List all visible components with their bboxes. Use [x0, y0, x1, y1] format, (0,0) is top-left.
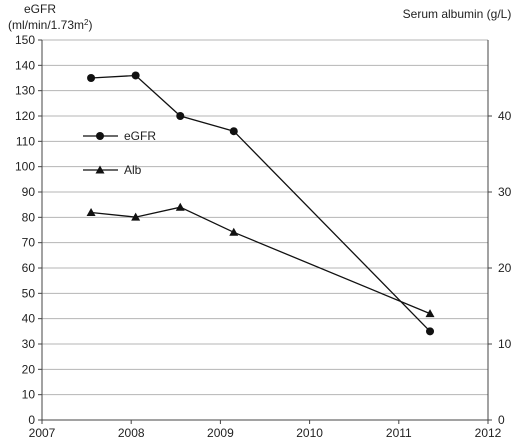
right-tick-label-40: 40: [498, 109, 512, 123]
left-axis-title-line1: eGFR: [24, 2, 56, 16]
left-tick-label-40: 40: [22, 312, 36, 326]
axes: [38, 39, 492, 424]
legend-alb-marker: [95, 165, 105, 174]
data-point-egfr-1: [131, 71, 140, 80]
tick-labels: 0 10 20 30 40 50 60 70 80 90 100 110 120 130 140 150 0 10…: [15, 33, 512, 440]
data-point-alb-3: [229, 227, 239, 236]
data-point-alb-0: [86, 208, 96, 217]
right-axis-title: Serum albumin (g/L): [403, 7, 512, 21]
x-tick-label-2012: 2012: [475, 426, 502, 440]
right-tick-label-30: 30: [498, 185, 512, 199]
left-tick-label-0: 0: [28, 413, 35, 427]
left-tick-label-120: 120: [15, 109, 35, 123]
x-tick-label-2007: 2007: [29, 426, 56, 440]
right-tick-label-0: 0: [498, 413, 505, 427]
series-line-alb: [91, 206, 431, 315]
left-tick-label-50: 50: [22, 286, 36, 300]
left-tick-label-140: 140: [15, 58, 35, 72]
right-tick-label-20: 20: [498, 261, 512, 275]
left-tick-label-60: 60: [22, 261, 36, 275]
right-tick-label-10: 10: [498, 337, 512, 351]
legend-alb-label: Alb: [124, 163, 142, 177]
left-tick-label-10: 10: [22, 388, 36, 402]
x-tick-label-2008: 2008: [118, 426, 145, 440]
gridlines: [42, 39, 488, 396]
data-point-alb-1: [131, 212, 141, 221]
data-point-egfr-2: [176, 112, 185, 120]
left-tick-label-30: 30: [22, 337, 36, 351]
data-point-alb-4: [425, 309, 435, 318]
data-point-egfr-3: [229, 127, 238, 136]
left-tick-label-150: 150: [15, 33, 35, 47]
data-point-alb-2: [175, 202, 185, 211]
legend: eGFR Alb: [83, 129, 156, 177]
data-point-egfr-0: [87, 74, 96, 82]
left-tick-label-90: 90: [22, 185, 36, 199]
left-tick-label-20: 20: [22, 362, 36, 376]
left-tick-label-70: 70: [22, 236, 36, 250]
legend-egfr-label: eGFR: [124, 129, 156, 143]
x-tick-label-2010: 2010: [296, 426, 323, 440]
left-tick-label-100: 100: [15, 160, 35, 174]
left-tick-label-130: 130: [15, 84, 35, 98]
left-axis-title-line2: (ml/min/1.73m2): [8, 18, 92, 32]
series-layer: [86, 71, 435, 336]
data-point-egfr-4: [426, 327, 435, 336]
x-tick-label-2011: 2011: [386, 426, 412, 440]
left-tick-label-80: 80: [22, 210, 36, 224]
left-tick-label-110: 110: [16, 134, 35, 148]
x-tick-label-2009: 2009: [207, 426, 234, 440]
legend-egfr-marker: [96, 132, 104, 140]
